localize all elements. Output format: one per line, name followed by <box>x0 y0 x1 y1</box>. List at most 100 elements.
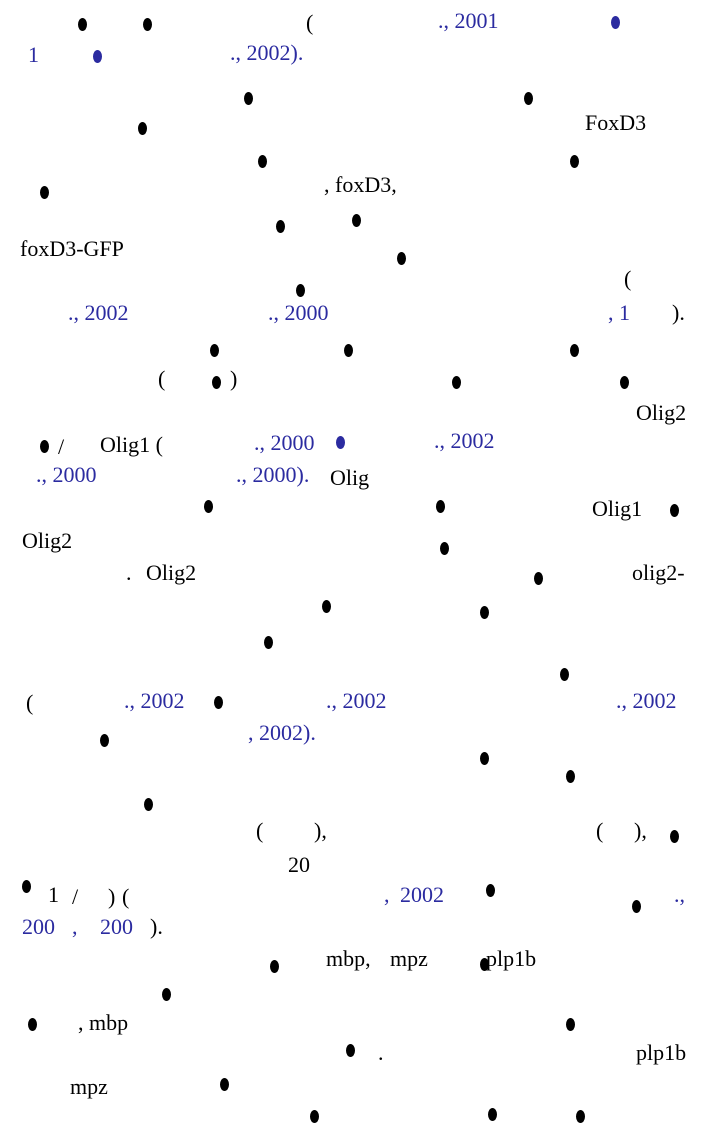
bullet-glyph <box>78 18 87 31</box>
citation-text: ., 2002 <box>68 300 129 325</box>
body-text: ( <box>26 690 34 715</box>
body-text: ( <box>306 10 314 35</box>
bullet-glyph <box>570 155 579 168</box>
citation-text: ., 2001 <box>438 8 499 33</box>
body-text: Olig1 <box>592 496 643 521</box>
citation-text: 200 <box>22 914 55 939</box>
citation-text: ., 2002 <box>616 688 677 713</box>
body-text: ( <box>158 366 166 391</box>
body-text: foxD3-GFP <box>20 236 124 261</box>
bullet-glyph <box>336 436 345 449</box>
body-text: FoxD3 <box>585 110 647 135</box>
body-text: ( <box>256 818 264 843</box>
body-text: ) <box>230 366 238 391</box>
bullet-glyph <box>244 92 253 105</box>
bullet-glyph <box>264 636 273 649</box>
body-text: ). <box>150 914 163 939</box>
body-text: mpz <box>70 1074 108 1099</box>
bullet-glyph <box>40 186 49 199</box>
citation-text: 200 <box>100 914 133 939</box>
bullet-glyph <box>566 1018 575 1031</box>
body-text: ) <box>108 884 116 909</box>
citation-text: ., 2000). <box>236 462 310 487</box>
body-text: , mbp <box>78 1010 129 1035</box>
citation-text: , <box>384 882 390 907</box>
bullet-glyph <box>480 606 489 619</box>
bullet-glyph <box>220 1078 229 1091</box>
body-text: ( <box>122 884 130 909</box>
bullet-glyph <box>143 18 152 31</box>
body-text: mpz <box>390 946 428 971</box>
bullet-glyph <box>452 376 461 389</box>
bullet-glyph <box>346 1044 355 1057</box>
citation-text: 1 <box>28 42 39 67</box>
body-text: / <box>72 884 79 909</box>
bullet-glyph <box>100 734 109 747</box>
citation-text: , <box>72 914 78 939</box>
body-text: plp1b <box>486 946 537 971</box>
bullet-glyph <box>322 600 331 613</box>
body-text: Olig <box>330 465 370 490</box>
body-text: , foxD3, <box>324 172 397 197</box>
bullet-glyph <box>440 542 449 555</box>
bullet-glyph <box>570 344 579 357</box>
bullet-glyph <box>566 770 575 783</box>
bullet-glyph <box>344 344 353 357</box>
body-text: olig2- <box>632 560 685 585</box>
bullet-glyph <box>144 798 153 811</box>
bullet-glyph <box>480 958 489 971</box>
bullet-glyph <box>670 830 679 843</box>
bullet-glyph <box>276 220 285 233</box>
bullet-glyph <box>576 1110 585 1123</box>
body-text: / <box>58 434 65 459</box>
body-text: ( <box>624 266 632 291</box>
bullet-glyph <box>40 440 49 453</box>
citation-text: ., 2002 <box>434 428 495 453</box>
bullet-glyph <box>436 500 445 513</box>
bullet-glyph <box>488 1108 497 1121</box>
citation-text: , 2002). <box>248 720 316 745</box>
bullet-glyph <box>22 880 31 893</box>
body-text: ( <box>596 818 604 843</box>
bullet-glyph <box>204 500 213 513</box>
body-text: 20 <box>288 852 310 877</box>
bullet-glyph <box>258 155 267 168</box>
bullet-glyph <box>486 884 495 897</box>
body-text: ). <box>672 300 685 325</box>
body-text: Olig2 <box>146 560 197 585</box>
bullet-glyph <box>210 344 219 357</box>
bullet-glyph <box>397 252 406 265</box>
bullet-glyph <box>352 214 361 227</box>
bullet-glyph <box>534 572 543 585</box>
citation-text: 2002 <box>400 882 444 907</box>
citation-text: ., 2000 <box>254 430 315 455</box>
bullet-glyph <box>310 1110 319 1123</box>
bullet-glyph <box>270 960 279 973</box>
bullet-glyph <box>480 752 489 765</box>
body-text: 1 <box>48 882 59 907</box>
citation-text: ., 2000 <box>268 300 329 325</box>
citation-text: ., 2002 <box>124 688 185 713</box>
body-text: Olig2 <box>22 528 73 553</box>
bullet-glyph <box>560 668 569 681</box>
body-text: Olig2 <box>636 400 687 425</box>
bullet-glyph <box>620 376 629 389</box>
citation-text: ., 2002 <box>326 688 387 713</box>
bullet-glyph <box>670 504 679 517</box>
citation-text: ., 2000 <box>36 462 97 487</box>
bullet-glyph <box>632 900 641 913</box>
bullet-glyph <box>212 376 221 389</box>
citation-text: ., 2002). <box>230 40 304 65</box>
body-text: ), <box>634 818 647 843</box>
citation-text: , 1 <box>608 300 630 325</box>
bullet-glyph <box>162 988 171 1001</box>
bullet-glyph <box>296 284 305 297</box>
body-text: . <box>378 1040 384 1065</box>
body-text: Olig1 ( <box>100 432 163 457</box>
citation-text: ., <box>674 882 685 907</box>
bullet-glyph <box>214 696 223 709</box>
body-text: ), <box>314 818 327 843</box>
body-text: mbp, <box>326 946 371 971</box>
body-text: plp1b <box>636 1040 687 1065</box>
